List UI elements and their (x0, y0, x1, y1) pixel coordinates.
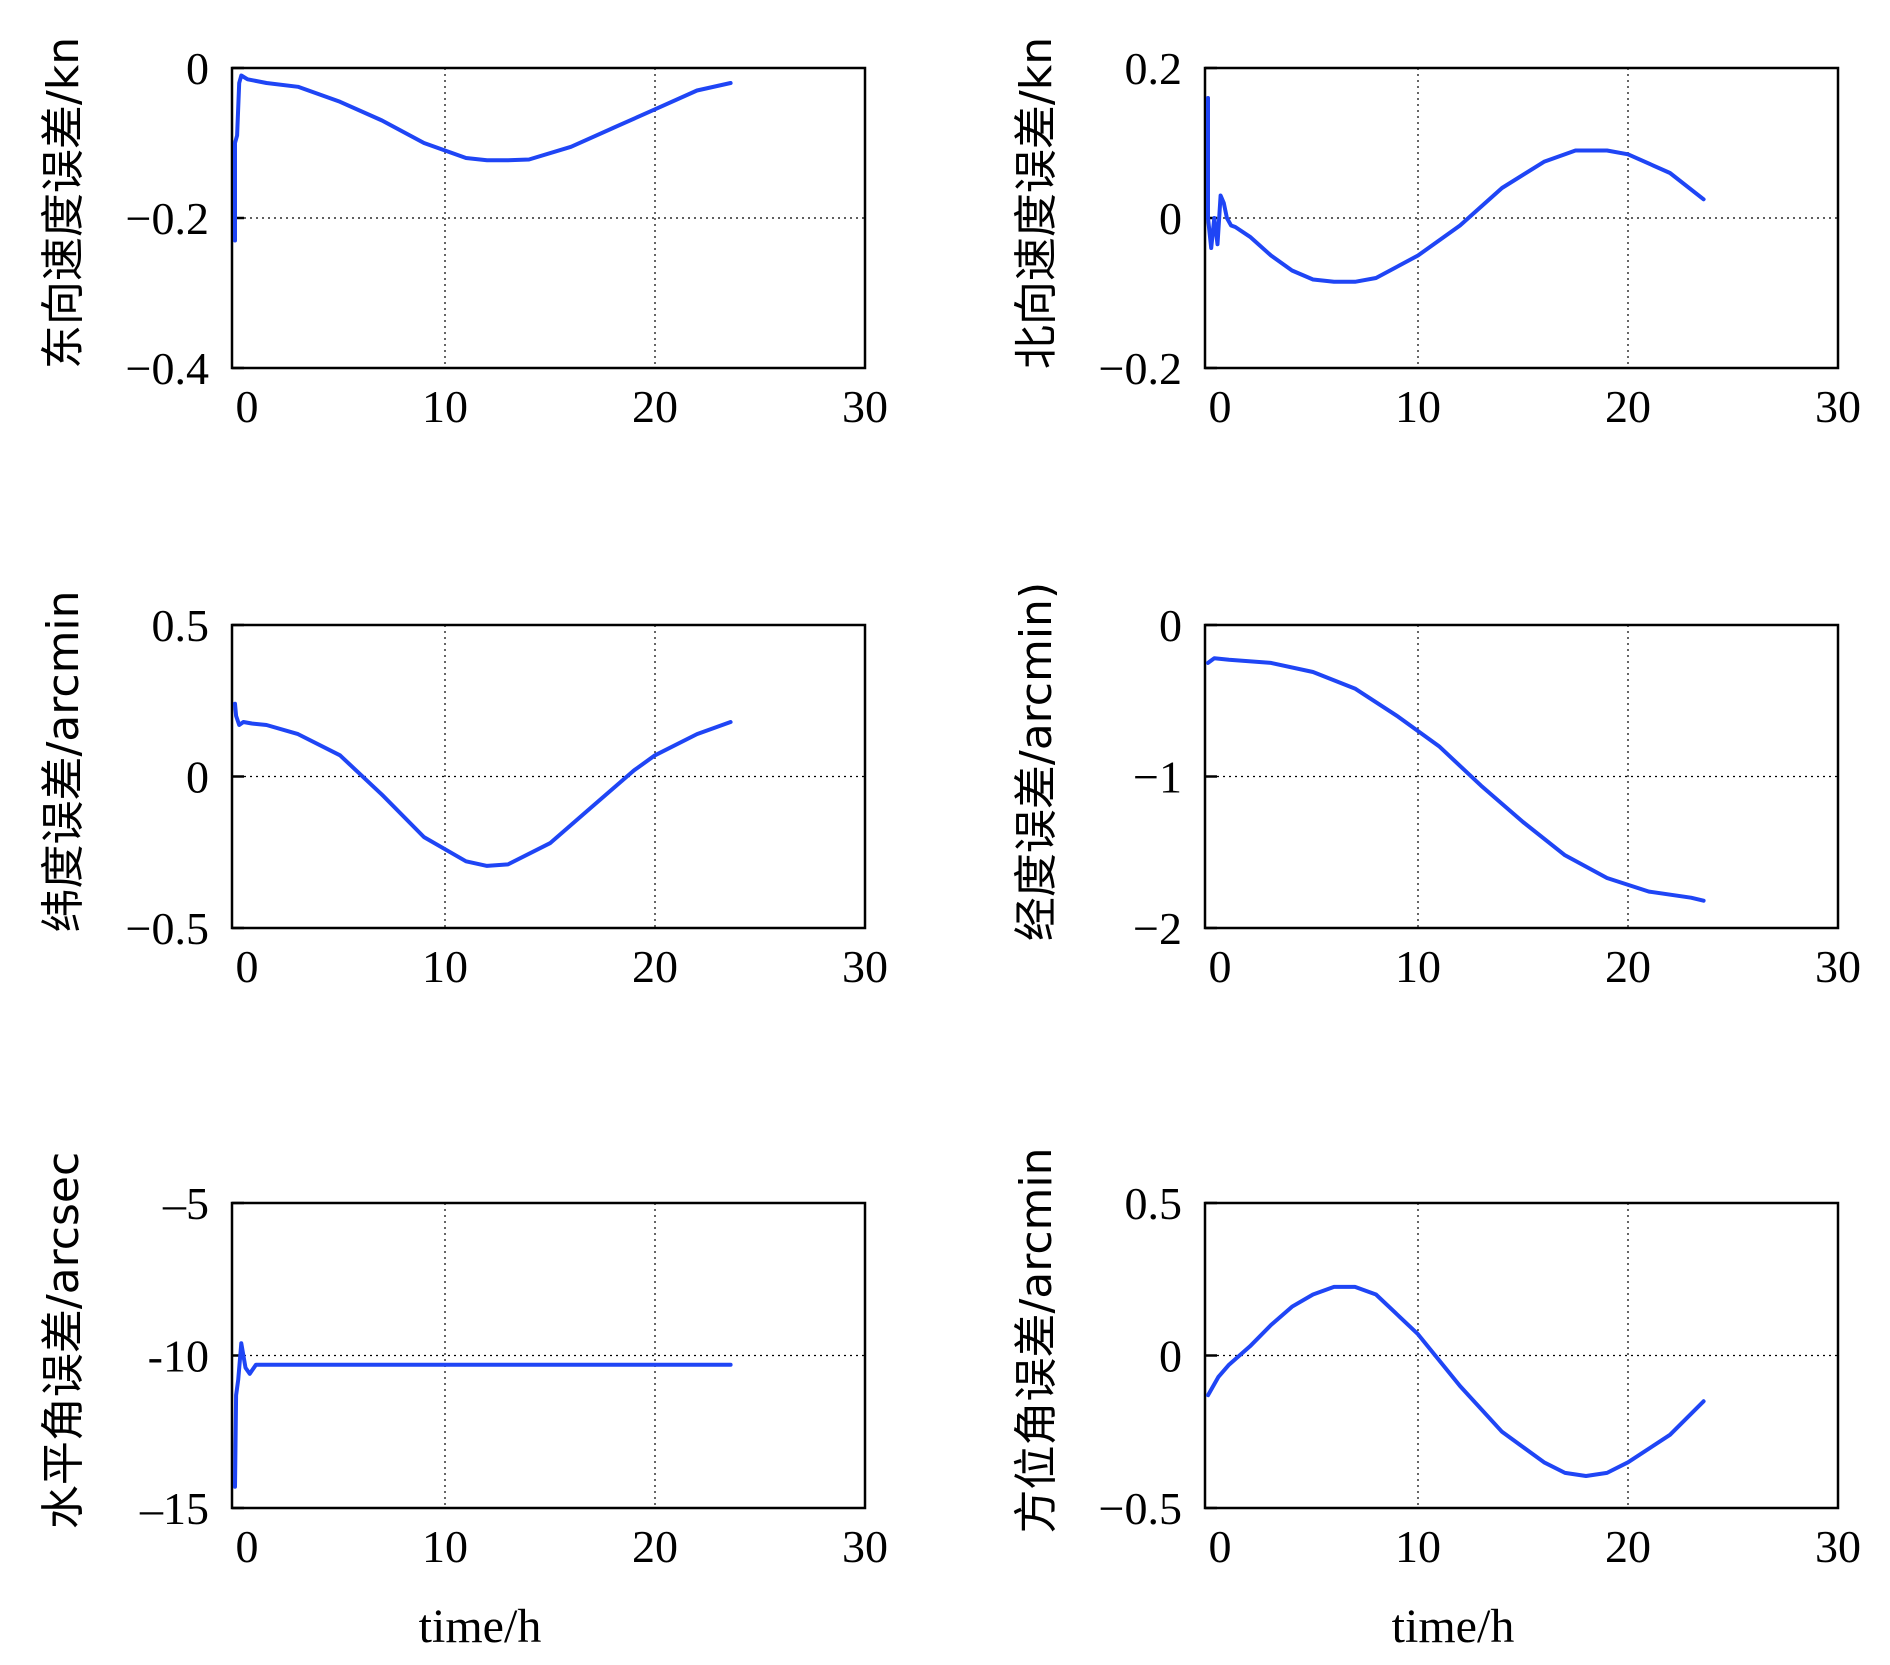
chart-panel-5: 0 10 20 30 –15 -10 –5 水平角误差/arcsec time/h (38, 1152, 888, 1653)
x-tick-label: 10 (1395, 381, 1441, 432)
series-line-1 (233, 701, 733, 868)
y-tick-label: −1 (1133, 752, 1182, 803)
x-axis-label: time/h (419, 1600, 542, 1653)
series-line-1 (1206, 96, 1706, 284)
y-axis-label: 东向速度误差/kn (38, 37, 89, 369)
plot-frame (1203, 66, 1840, 370)
y-tick-label: 0.5 (1125, 1178, 1183, 1229)
y-tick-label: 0 (1159, 193, 1182, 244)
plot-frame (1203, 1201, 1840, 1510)
x-tick-label: 30 (842, 941, 888, 992)
x-tick-label: 0 (236, 941, 259, 992)
x-tick-label: 20 (632, 941, 678, 992)
x-tick-label: 0 (236, 1521, 259, 1572)
y-tick-label: 0.2 (1125, 43, 1183, 94)
x-tick-label: 0 (1209, 941, 1232, 992)
y-axis-label: 纬度误差/arcmin (38, 590, 89, 932)
y-tick-label: −0.5 (126, 903, 209, 954)
x-tick-label: 0 (236, 381, 259, 432)
y-tick-label: 0 (1159, 1331, 1182, 1382)
x-tick-label: 30 (1815, 941, 1861, 992)
chart-panel-6: 0 10 20 30 −0.5 0 0.5 方位角误差/arcmin time/h (1011, 1147, 1861, 1653)
y-tick-label: −0.2 (1099, 343, 1182, 394)
x-tick-label: 0 (1209, 1521, 1232, 1572)
chart-panel-3: 0 10 20 30 −0.5 0 0.5 纬度误差/arcmin (38, 590, 888, 992)
x-tick-label: 30 (1815, 1521, 1861, 1572)
y-axis-label: 方位角误差/arcmin (1011, 1147, 1062, 1533)
y-tick-label: −2 (1133, 903, 1182, 954)
y-tick-label: 0 (186, 752, 209, 803)
y-tick-label: −0.2 (126, 193, 209, 244)
chart-panel-2: 0 10 20 30 −0.2 0 0.2 北向速度误差/kn (1011, 37, 1861, 432)
x-tick-label: 10 (1395, 1521, 1441, 1572)
x-tick-label: 10 (422, 381, 468, 432)
y-tick-label: 0 (186, 43, 209, 94)
y-tick-label: -10 (148, 1331, 209, 1382)
x-tick-label: 20 (1605, 1521, 1651, 1572)
y-axis-label: 经度误差/arcmin) (1011, 582, 1062, 941)
x-tick-label: 20 (632, 1521, 678, 1572)
y-axis-label: 水平角误差/arcsec (38, 1152, 89, 1529)
plot-frame (230, 623, 867, 930)
x-tick-label: 30 (842, 381, 888, 432)
x-tick-label: 30 (842, 1521, 888, 1572)
y-tick-label: –5 (162, 1178, 209, 1229)
series-line-1 (1206, 1284, 1706, 1478)
x-tick-label: 20 (1605, 941, 1651, 992)
y-tick-label: –15 (139, 1483, 209, 1534)
x-tick-label: 20 (1605, 381, 1651, 432)
x-tick-label: 30 (1815, 381, 1861, 432)
x-tick-label: 0 (1209, 381, 1232, 432)
chart-panel-1: 0 10 20 30 −0.4 −0.2 0 东向速度误差/kn (38, 37, 888, 432)
series-line-1 (233, 73, 733, 243)
x-tick-label: 10 (422, 1521, 468, 1572)
y-tick-label: −0.4 (126, 343, 209, 394)
plot-frame (230, 66, 867, 370)
y-tick-label: 0.5 (152, 600, 210, 651)
chart-panel-4: 0 10 20 30 −2 −1 0 经度误差/arcmin) (1011, 582, 1861, 992)
x-tick-label: 20 (632, 381, 678, 432)
x-tick-label: 10 (1395, 941, 1441, 992)
y-tick-label: −0.5 (1099, 1483, 1182, 1534)
series-line-1 (233, 1341, 733, 1489)
x-tick-label: 10 (422, 941, 468, 992)
series-line-1 (1206, 656, 1706, 903)
plot-frame (230, 1201, 867, 1510)
x-axis-label: time/h (1392, 1600, 1515, 1653)
y-axis-label: 北向速度误差/kn (1011, 37, 1062, 369)
y-tick-label: 0 (1159, 600, 1182, 651)
